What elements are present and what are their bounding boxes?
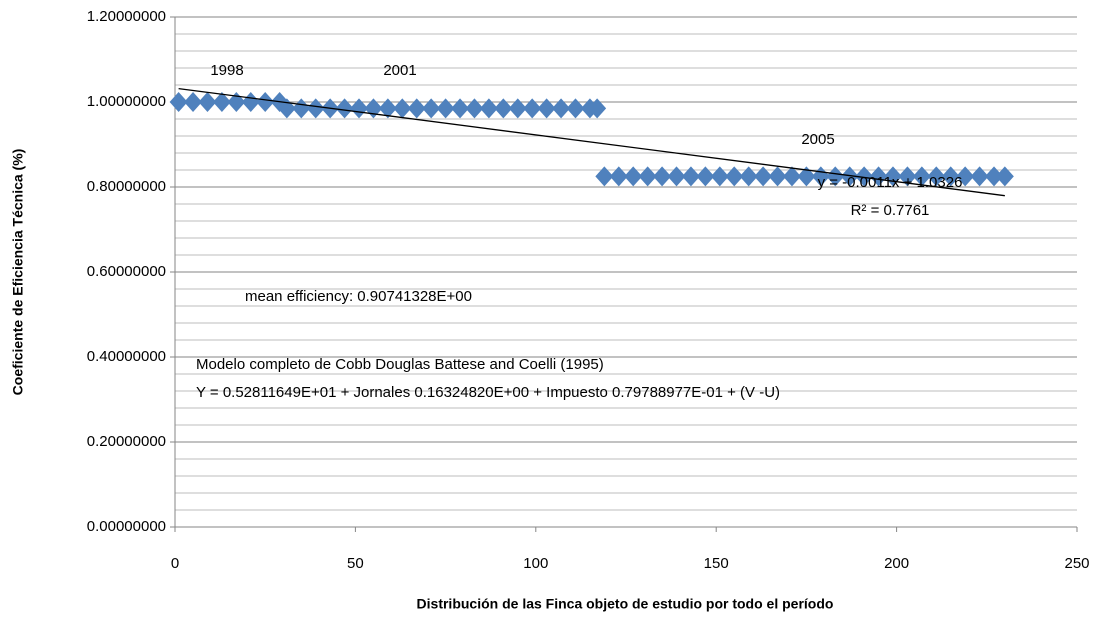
point (350, 98, 369, 119)
x-tick-label: 0 (171, 555, 179, 572)
y-tick-label: 0.80000000 (87, 178, 166, 195)
point (941, 166, 960, 187)
point (710, 166, 729, 187)
point (912, 166, 931, 187)
point (927, 166, 946, 187)
point (212, 92, 231, 112)
point (184, 92, 203, 112)
point (552, 98, 571, 119)
annotation: Modelo completo de Cobb Douglas Battese … (196, 356, 604, 373)
y-tick-label: 1.20000000 (87, 8, 166, 25)
point (588, 98, 607, 119)
y-axis-title: Coeficiente de Eficiencia Técnica (%) (10, 149, 26, 396)
point (638, 166, 657, 187)
point (739, 166, 758, 187)
annotation: y = -0.0011x + 1.0326 (818, 174, 963, 191)
point (970, 166, 989, 187)
point (653, 166, 672, 187)
point (256, 92, 275, 112)
y-tick-label: 0.40000000 (87, 348, 166, 365)
point (995, 166, 1014, 187)
point (306, 98, 325, 119)
point (479, 98, 498, 119)
y-tick-label: 0.20000000 (87, 433, 166, 450)
point (335, 98, 354, 119)
trendline (178, 87, 1005, 197)
point (869, 166, 888, 187)
point (537, 98, 556, 119)
x-tick-label: 250 (1064, 555, 1089, 572)
x-tick-label: 200 (884, 555, 909, 572)
point (797, 166, 816, 187)
annotation: 1998 (210, 62, 243, 79)
x-tick-label: 100 (523, 555, 548, 572)
point (198, 92, 217, 112)
point (609, 166, 628, 187)
x-axis-title: Distribución de las Finca objeto de estu… (417, 596, 834, 612)
point (725, 166, 744, 187)
point (754, 166, 773, 187)
annotation: mean efficiency: 0.90741328E+00 (245, 288, 472, 305)
point (840, 166, 859, 187)
point (681, 166, 700, 187)
x-tick-label: 50 (347, 555, 364, 572)
y-tick-label: 0.00000000 (87, 518, 166, 535)
point (595, 166, 614, 187)
y-tick-label: 0.60000000 (87, 263, 166, 280)
point (494, 98, 513, 119)
point (696, 166, 715, 187)
point (985, 166, 1004, 187)
x-tick-label: 150 (704, 555, 729, 572)
point (898, 166, 917, 187)
point (465, 98, 484, 119)
point (826, 166, 845, 187)
annotation: R² = 0.7761 (851, 202, 930, 219)
point (407, 98, 426, 119)
point (768, 166, 787, 187)
point (566, 98, 585, 119)
point (667, 166, 686, 187)
point (523, 98, 542, 119)
point (393, 98, 412, 119)
point (782, 166, 801, 187)
y-tick-label: 1.00000000 (87, 93, 166, 110)
point (624, 166, 643, 187)
point (855, 166, 874, 187)
point (169, 92, 188, 112)
point (451, 98, 470, 119)
annotation: Y = 0.52811649E+01 + Jornales 0.16324820… (196, 384, 780, 401)
point (956, 166, 975, 187)
annotation: 2001 (383, 62, 416, 79)
point (436, 98, 455, 119)
point (378, 98, 397, 119)
point (422, 98, 441, 119)
annotation: 2005 (801, 131, 834, 148)
point (508, 98, 527, 119)
